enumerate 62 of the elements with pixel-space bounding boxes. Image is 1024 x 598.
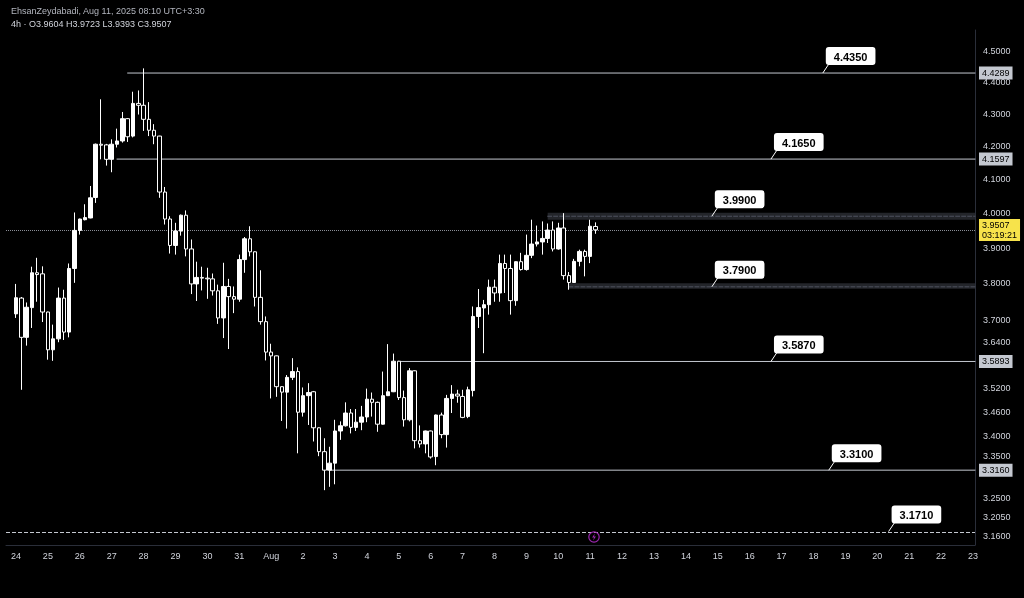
x-tick-label: 28 [138,550,149,561]
annotation: 3.5870 [781,338,816,351]
x-tick-label: 14 [680,550,691,561]
x-tick-label: 4 [364,550,370,561]
ref-line-label: 3.9507 03:19:21 [982,220,1018,241]
y-tick-label: 3.5200 [983,383,1011,394]
y-tick-label: 4.5000 [983,46,1011,57]
annotation: 3.1710 [899,509,934,522]
x-tick-label: 10 [553,550,564,561]
data-label: 4.1597 [982,154,1010,165]
x-tick-label: 2 [300,550,306,561]
y-tick-label: 3.2050 [983,511,1011,522]
x-tick-label: 23 [968,550,979,561]
x-tick-label: 17 [776,550,787,561]
y-tick-label: 3.4000 [983,430,1011,441]
y-tick-label: 4.4000 [983,77,1011,88]
x-tick-label: 15 [712,550,723,561]
x-tick-label: Aug [263,550,280,561]
y-tick-label: 4.2000 [983,140,1011,151]
y-tick-label: 3.6400 [983,337,1011,348]
x-tick-label: 30 [202,550,213,561]
x-tick-label: 31 [234,550,245,561]
chart-title: EhsanZeydabadi, Aug 11, 2025 08:10 UTC+3:30 [11,5,205,16]
y-tick-label: 4.0000 [983,207,1011,218]
x-tick-label: 21 [904,550,915,561]
x-tick-label: 20 [872,550,883,561]
data-label: 4.4289 [982,68,1010,79]
x-tick-label: 22 [936,550,947,561]
x-tick-label: 5 [396,550,402,561]
y-tick-label: 3.1600 [983,531,1011,542]
y-tick-label: 3.9000 [983,242,1011,253]
chart-subtitle: 4h · O3.9604 H3.9723 L3.9393 C3.9507 [11,18,172,29]
x-tick-label: 24 [10,550,21,561]
annotation: 4.1650 [781,136,816,149]
y-tick-label: 4.3000 [983,108,1011,119]
y-tick-label: 3.7000 [983,314,1011,325]
annotation: 3.3100 [839,447,874,460]
x-tick-label: 27 [106,550,117,561]
data-label: 3.3160 [982,465,1010,476]
data-label: 3.5893 [982,356,1010,367]
x-tick-label: 12 [617,550,628,561]
annotation: 3.7900 [722,264,757,277]
x-tick-label: 29 [170,550,181,561]
x-tick-label: 6 [428,550,434,561]
x-tick-label: 19 [840,550,851,561]
x-tick-label: 3 [332,550,338,561]
annotation: 4.4350 [833,50,868,63]
x-tick-label: 16 [744,550,755,561]
x-tick-label: 8 [491,550,497,561]
annotation: 3.9900 [722,193,757,206]
x-tick-label: 9 [523,550,529,561]
y-tick-label: 3.3500 [983,451,1011,462]
x-tick-label: 11 [585,550,595,561]
y-tick-label: 4.1000 [983,173,1011,184]
y-tick-label: 3.2500 [983,492,1011,503]
x-tick-label: 18 [808,550,819,561]
x-tick-label: 25 [42,550,53,561]
y-tick-label: 3.4600 [983,406,1011,417]
x-tick-label: 7 [460,550,466,561]
x-tick-label: 13 [648,550,659,561]
y-tick-label: 3.8000 [983,278,1011,289]
x-tick-label: 26 [74,550,85,561]
